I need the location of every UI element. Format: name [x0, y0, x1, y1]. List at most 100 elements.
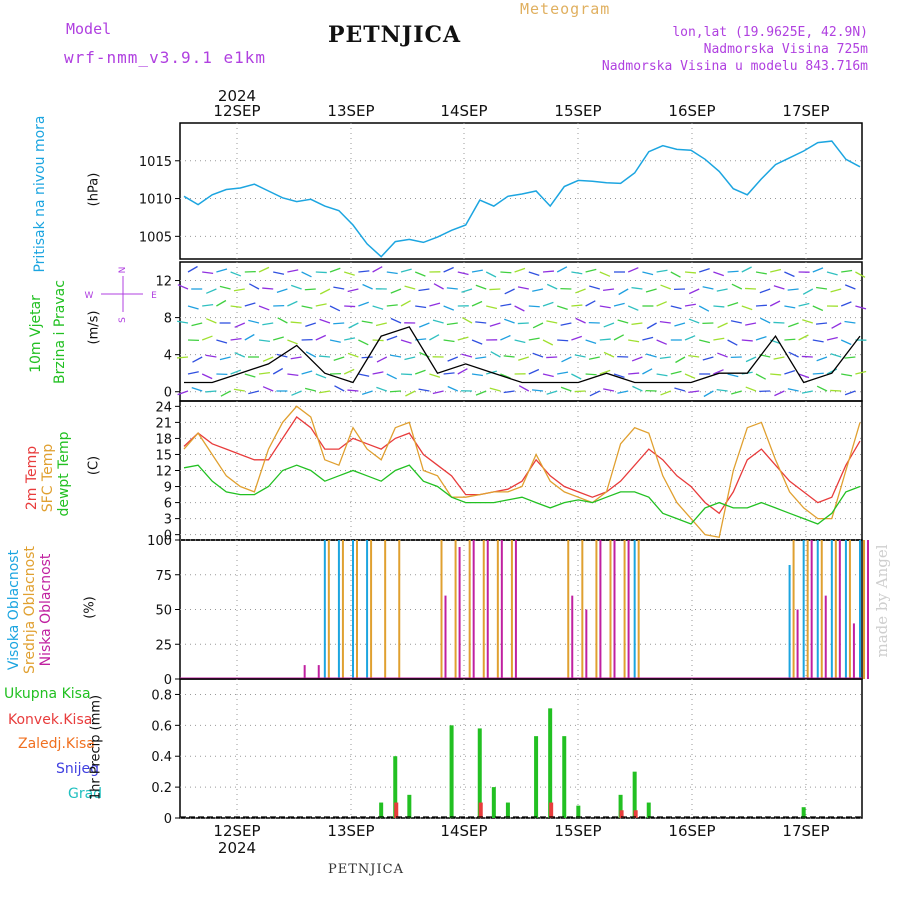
- compass-e: E: [151, 291, 157, 301]
- wind-barb: [642, 368, 653, 375]
- wind-barb: [755, 271, 767, 275]
- precip-total-bar: [379, 802, 384, 818]
- top-axis-day: 15SEP: [554, 102, 601, 120]
- wind-barb: [176, 356, 189, 359]
- wind-barb: [788, 351, 799, 358]
- wind-barb: [688, 390, 700, 393]
- wind-barb: [684, 271, 697, 274]
- wind-barb: [760, 317, 771, 324]
- wind-barb: [841, 373, 853, 377]
- wind-barb: [844, 356, 856, 359]
- wind-barb: [489, 387, 501, 392]
- wind-barb: [788, 322, 799, 328]
- precip-total-bar: [491, 787, 496, 818]
- wind-barb: [603, 351, 615, 358]
- precip-total-bar: [576, 805, 581, 818]
- wind-barb: [319, 390, 331, 394]
- wind-barb: [784, 305, 796, 309]
- precip-total-bar: [618, 794, 623, 818]
- precip-total-bar: [646, 802, 651, 818]
- wind-barb: [745, 386, 757, 392]
- wind-barb: [201, 373, 213, 380]
- wind-barb: [216, 339, 228, 344]
- wind-barb: [542, 339, 554, 346]
- wind-barb: [556, 266, 568, 273]
- precip-total-bar: [449, 725, 454, 818]
- wind-barb: [603, 388, 615, 392]
- wind-barb: [301, 370, 313, 375]
- wind-barb: [773, 285, 785, 290]
- wind-barb: [727, 339, 738, 346]
- precip-ytick-label: 0.2: [151, 781, 172, 796]
- temp-ytick-label: 24: [155, 400, 172, 415]
- wind-barb: [390, 288, 402, 294]
- wind-barb: [318, 355, 331, 358]
- pressure-ytick-label: 1010: [139, 193, 172, 208]
- wind-barb: [386, 304, 398, 307]
- wind-barb: [234, 322, 246, 328]
- precip-frame: [179, 678, 863, 819]
- wind-barb: [617, 319, 629, 324]
- wind-barb: [542, 301, 554, 307]
- wind-barb: [230, 369, 242, 375]
- wind-barb: [585, 268, 597, 273]
- wind-barb: [343, 368, 355, 375]
- legend-frozen-precip: Zaledj.Kisa: [18, 736, 95, 752]
- wind-barb: [518, 385, 530, 392]
- precip-ytick-label: 0.4: [151, 750, 172, 765]
- wind-barb: [684, 303, 696, 307]
- wind-barb: [755, 335, 767, 341]
- wind-barb: [234, 352, 246, 358]
- wind-barb: [291, 390, 302, 396]
- wind-barb: [684, 335, 696, 341]
- wind-barb: [787, 288, 799, 291]
- wind-barb: [589, 390, 601, 397]
- wind-barb: [344, 305, 356, 308]
- wind-barb: [489, 288, 501, 291]
- wind-barb: [262, 386, 274, 392]
- wind-barb: [528, 271, 540, 277]
- precip-total-bar: [562, 736, 567, 818]
- pressure-panel: 1005 1010 1015: [139, 122, 863, 260]
- wind-barb: [400, 268, 412, 273]
- wind-barb: [205, 390, 217, 393]
- cloud-ytick-label: 75: [155, 569, 172, 584]
- precip-total-bar: [477, 728, 482, 818]
- wind-barb: [386, 271, 398, 275]
- wind-barb: [784, 369, 796, 375]
- top-axis-day: 16SEP: [668, 102, 715, 120]
- wind-barb: [560, 322, 572, 326]
- wind-barb: [670, 370, 682, 375]
- temp-ytick-label: 3: [164, 513, 172, 528]
- wind-barb: [755, 304, 768, 307]
- wind-barb: [219, 285, 231, 290]
- wind-barb: [400, 339, 412, 344]
- wind-barb: [755, 373, 767, 380]
- wind-barb: [504, 318, 515, 324]
- wind-barb: [741, 266, 752, 273]
- top-axis-year: 2024: [218, 87, 256, 105]
- wind-barb: [386, 373, 397, 380]
- wind-barb: [830, 288, 842, 293]
- bottom-axis-day: 16SEP: [668, 822, 715, 840]
- lonlat: lon,lat (19.9625E, 42.9N): [672, 25, 868, 40]
- wind-barb: [784, 271, 795, 278]
- legend-total-precip: Ukupna Kisa: [4, 686, 91, 702]
- wind-barb: [290, 356, 302, 360]
- wind-barb: [698, 305, 710, 312]
- wind-compass-legend: N S W E: [85, 267, 158, 323]
- wind-barb: [333, 322, 345, 325]
- wind-barb: [571, 271, 583, 275]
- wind-barb: [230, 305, 242, 308]
- wind-barb: [258, 266, 270, 273]
- wind-barb: [801, 390, 813, 394]
- wind-barb: [642, 271, 654, 276]
- wind-barb: [588, 356, 600, 360]
- wind-barb: [660, 390, 672, 396]
- wind-barb: [202, 271, 214, 274]
- cloud-ytick-label: 50: [155, 604, 172, 619]
- wind-barb: [730, 320, 742, 324]
- wind-barb: [329, 267, 341, 273]
- wind-barb: [659, 321, 671, 324]
